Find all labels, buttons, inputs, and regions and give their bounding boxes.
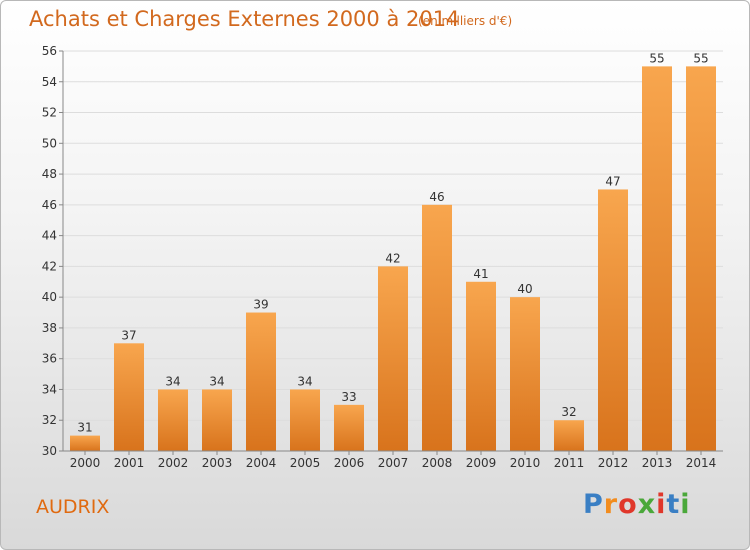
chart-title: Achats et Charges Externes 2000 à 2014: [29, 7, 460, 31]
y-tick-label: 54: [42, 75, 57, 89]
x-tick-label: 2006: [334, 456, 365, 470]
logo-letter: i: [656, 489, 667, 520]
commune-name: AUDRIX: [36, 496, 110, 518]
value-label: 46: [429, 190, 444, 204]
x-tick-label: 2004: [246, 456, 277, 470]
x-tick-label: 2009: [466, 456, 497, 470]
value-label: 37: [121, 328, 136, 342]
y-tick-label: 48: [42, 167, 57, 181]
bar-2001: [114, 343, 144, 451]
chart-unit: (en milliers d'€): [418, 14, 513, 28]
bar-2011: [554, 420, 584, 451]
y-tick-label: 44: [42, 229, 57, 243]
x-tick-label: 2010: [510, 456, 541, 470]
x-tick-label: 2000: [70, 456, 101, 470]
bar-2008: [422, 204, 452, 451]
y-tick-label: 42: [42, 259, 57, 273]
x-tick-label: 2011: [554, 456, 585, 470]
value-label: 55: [693, 51, 708, 65]
y-tick-label: 40: [42, 290, 57, 304]
logo-letter: i: [680, 489, 691, 520]
x-tick-label: 2007: [378, 456, 409, 470]
x-tick-label: 2008: [422, 456, 453, 470]
y-tick-label: 34: [42, 382, 57, 396]
x-tick-label: 2001: [114, 456, 145, 470]
value-label: 55: [649, 51, 664, 65]
logo-letter: P: [583, 489, 604, 520]
value-label: 42: [385, 251, 400, 265]
x-tick-label: 2002: [158, 456, 189, 470]
y-tick-label: 56: [42, 44, 57, 58]
value-label: 47: [605, 174, 620, 188]
y-tick-label: 32: [42, 413, 57, 427]
y-tick-label: 38: [42, 321, 57, 335]
value-label: 31: [77, 421, 92, 435]
logo-letter: o: [618, 489, 638, 520]
value-label: 41: [473, 267, 488, 281]
x-tick-label: 2014: [686, 456, 717, 470]
bar-2003: [202, 389, 232, 451]
x-tick-label: 2013: [642, 456, 673, 470]
value-label: 32: [561, 405, 576, 419]
value-label: 34: [165, 374, 180, 388]
value-label: 40: [517, 282, 532, 296]
x-tick-label: 2012: [598, 456, 629, 470]
proxiti-logo: Proxiti: [583, 489, 691, 520]
y-tick-label: 46: [42, 198, 57, 212]
bar-2004: [246, 312, 276, 451]
y-tick-label: 50: [42, 136, 57, 150]
y-tick-label: 36: [42, 352, 57, 366]
logo-letter: r: [603, 489, 619, 520]
value-label: 39: [253, 298, 268, 312]
bar-2014: [686, 66, 716, 451]
logo-letter: x: [637, 489, 657, 520]
bar-2010: [510, 297, 540, 451]
y-tick-label: 30: [42, 444, 57, 458]
value-label: 33: [341, 390, 356, 404]
bar-2006: [334, 404, 364, 451]
bar-2012: [598, 189, 628, 451]
value-label: 34: [209, 374, 224, 388]
y-tick-label: 52: [42, 106, 57, 120]
x-tick-label: 2005: [290, 456, 321, 470]
bar-2013: [642, 66, 672, 451]
logo-letter: t: [666, 489, 681, 520]
bar-2005: [290, 389, 320, 451]
x-tick-label: 2003: [202, 456, 233, 470]
bar-2002: [158, 389, 188, 451]
bar-2009: [466, 281, 496, 451]
bar-2007: [378, 266, 408, 451]
value-label: 34: [297, 374, 312, 388]
bar-2000: [70, 435, 100, 451]
